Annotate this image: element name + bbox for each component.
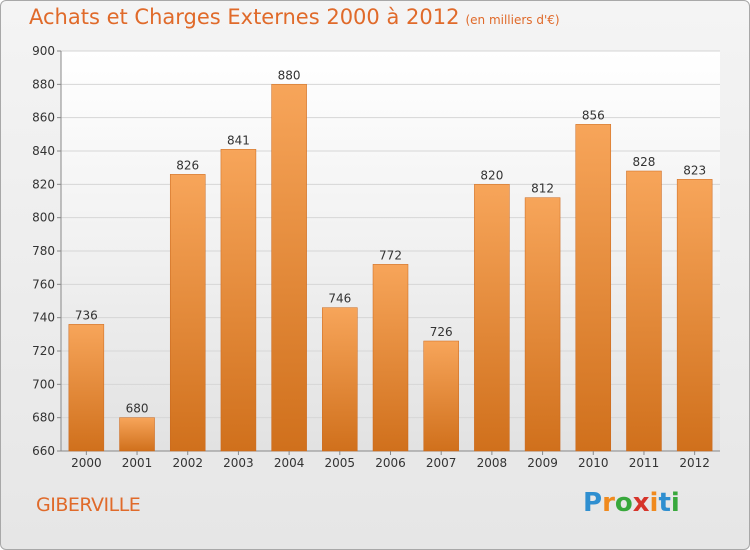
x-tick-label: 2002 bbox=[172, 456, 203, 470]
bar bbox=[322, 307, 358, 452]
x-tick-label: 2009 bbox=[527, 456, 558, 470]
logo-letter: o bbox=[614, 488, 633, 518]
bar-value-label: 820 bbox=[480, 168, 503, 182]
x-tick-label: 2008 bbox=[477, 456, 508, 470]
x-tick-label: 2005 bbox=[325, 456, 356, 470]
x-tick-label: 2004 bbox=[274, 456, 305, 470]
logo-letter: P bbox=[583, 488, 603, 518]
bar-value-label: 856 bbox=[582, 108, 605, 122]
x-tick-label: 2001 bbox=[122, 456, 153, 470]
y-tick-label: 860 bbox=[32, 111, 55, 125]
y-tick-label: 780 bbox=[32, 244, 55, 258]
bar-value-label: 772 bbox=[379, 248, 402, 262]
bar bbox=[423, 340, 459, 452]
proxiti-logo[interactable]: Proxiti bbox=[583, 488, 680, 518]
bar bbox=[68, 324, 105, 452]
bar-value-label: 680 bbox=[126, 402, 149, 416]
bar-value-label: 736 bbox=[75, 308, 98, 322]
y-tick-label: 840 bbox=[32, 144, 55, 158]
bar bbox=[271, 84, 307, 452]
bar bbox=[676, 179, 713, 452]
bar-value-label: 841 bbox=[227, 133, 250, 147]
x-tick-label: 2006 bbox=[375, 456, 406, 470]
y-tick-label: 700 bbox=[32, 377, 55, 391]
bar bbox=[220, 149, 257, 452]
chart-subtitle: (en milliers d'€) bbox=[465, 13, 560, 27]
logo-letter: i bbox=[670, 488, 680, 518]
x-tick-label: 2000 bbox=[71, 456, 102, 470]
bar bbox=[372, 264, 409, 452]
y-tick-label: 660 bbox=[32, 444, 55, 458]
x-tick-label: 2007 bbox=[426, 456, 457, 470]
commune-name: GIBERVILLE bbox=[36, 494, 141, 516]
y-tick-label: 800 bbox=[32, 211, 55, 225]
bar bbox=[524, 197, 561, 452]
bar bbox=[119, 417, 155, 452]
bar-value-label: 726 bbox=[430, 325, 453, 339]
logo-letter: i bbox=[649, 488, 659, 518]
bar-value-label: 812 bbox=[531, 182, 554, 196]
bar-value-label: 828 bbox=[633, 155, 656, 169]
x-tick-label: 2012 bbox=[679, 456, 710, 470]
bar-value-label: 746 bbox=[328, 292, 351, 306]
bar-value-label: 826 bbox=[176, 158, 199, 172]
chart-title: Achats et Charges Externes 2000 à 2012 (e… bbox=[29, 5, 560, 29]
x-tick-label: 2003 bbox=[223, 456, 254, 470]
bar bbox=[474, 184, 510, 452]
y-tick-label: 820 bbox=[32, 177, 55, 191]
y-tick-label: 900 bbox=[32, 44, 55, 58]
title-text: Achats et Charges Externes 2000 à 2012 bbox=[29, 5, 460, 29]
y-tick-label: 680 bbox=[32, 411, 55, 425]
bar-value-label: 823 bbox=[683, 163, 706, 177]
x-tick-label: 2010 bbox=[578, 456, 609, 470]
x-tick-label: 2011 bbox=[629, 456, 660, 470]
bar bbox=[169, 174, 206, 452]
y-tick-label: 720 bbox=[32, 344, 55, 358]
bar-value-label: 880 bbox=[278, 68, 301, 82]
bar bbox=[626, 170, 662, 452]
logo-letter: t bbox=[658, 488, 671, 518]
logo-letter: r bbox=[602, 488, 615, 518]
y-tick-label: 760 bbox=[32, 277, 55, 291]
bar bbox=[575, 124, 612, 452]
logo-letter: x bbox=[632, 488, 650, 518]
y-tick-label: 740 bbox=[32, 311, 55, 325]
y-tick-label: 880 bbox=[32, 77, 55, 91]
